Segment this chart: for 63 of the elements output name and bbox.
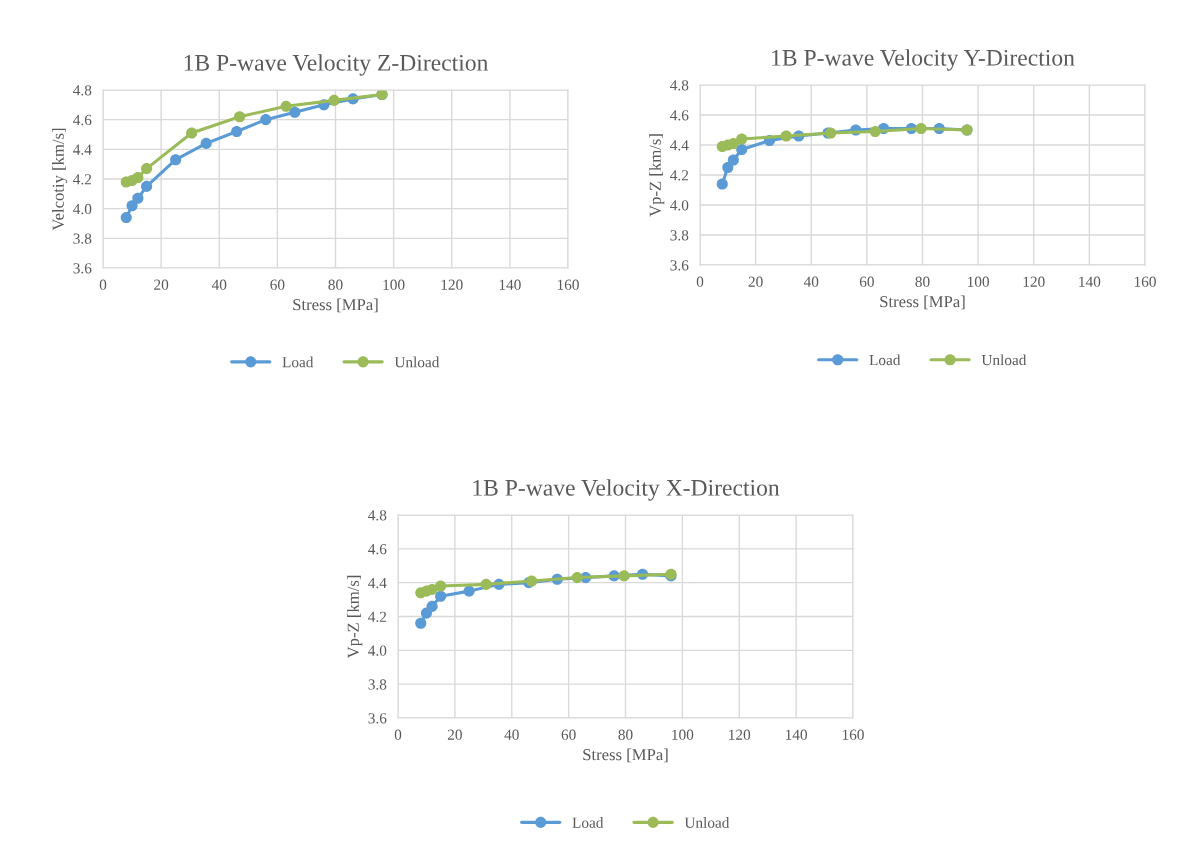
y-tick-label: 3.6 (670, 260, 689, 271)
y-tick-label: 4.6 (368, 544, 387, 555)
y-axis-title: Velcotiy [km/s] (52, 128, 68, 231)
x-tick-label: 40 (803, 276, 819, 287)
legend-label: Load (869, 354, 901, 366)
x-tick-label: 100 (672, 729, 694, 740)
x-tick-label: 100 (968, 276, 989, 287)
y-tick-label: 4.4 (368, 577, 387, 589)
x-tick-label: 160 (842, 729, 864, 740)
y-tick-label: 4.2 (73, 174, 92, 185)
y-tick-label: 4.2 (670, 170, 689, 181)
x-tick-label: 120 (729, 729, 751, 740)
chart-title: 1B P-wave Velocity Y-Direction (772, 49, 1075, 71)
x-tick-label: 40 (504, 729, 519, 740)
x-tick-label: 160 (1134, 276, 1156, 287)
chart-title: 1B P-wave Velocity X-Direction (473, 479, 780, 501)
y-tick-label: 4.8 (368, 510, 387, 521)
y-tick-label: 4.0 (670, 200, 689, 211)
y-tick-label: 3.8 (670, 230, 689, 241)
y-tick-label: 4.8 (73, 85, 92, 96)
x-tick-label: 100 (383, 279, 405, 290)
x-tick-label: 140 (499, 279, 521, 290)
x-axis-title: Stress [MPa] (880, 295, 965, 310)
x-tick-label: 160 (557, 279, 579, 290)
x-tick-label: 20 (447, 729, 462, 740)
x-tick-label: 0 (99, 279, 107, 290)
x-tick-label: 20 (154, 279, 169, 290)
y-tick-label: 4.6 (73, 114, 92, 126)
x-tick-label: 140 (1079, 276, 1101, 287)
x-tick-label: 140 (786, 729, 807, 740)
y-tick-label: 4.0 (368, 645, 387, 656)
y-tick-label: 4.4 (670, 140, 689, 151)
y-tick-label: 3.8 (73, 233, 92, 244)
x-tick-label: 60 (270, 279, 285, 290)
y-tick-label: 4.2 (368, 611, 387, 623)
y-axis-title: Vp-Z [km/s] (347, 575, 363, 659)
legend-label: Unload (981, 354, 1027, 366)
y-tick-label: 4.6 (670, 110, 689, 121)
y-tick-label: 4.0 (73, 203, 92, 215)
x-tick-label: 80 (915, 276, 930, 287)
x-tick-label: 40 (211, 279, 227, 290)
x-tick-label: 0 (696, 276, 704, 287)
x-tick-label: 60 (859, 276, 874, 287)
chart-title: 1B P-wave Velocity Z-Direction (184, 54, 489, 76)
y-tick-label: 3.6 (368, 713, 387, 724)
y-axis-title: Vp-Z [km/s] (649, 134, 665, 217)
x-tick-label: 80 (328, 279, 343, 290)
legend-label: Unload (394, 356, 440, 368)
y-tick-label: 4.8 (670, 80, 689, 91)
legend-label: Load (572, 817, 604, 828)
y-tick-label: 3.8 (368, 679, 387, 690)
x-tick-label: 120 (1023, 276, 1045, 287)
x-tick-label: 60 (561, 729, 576, 740)
legend-label: Unload (684, 817, 730, 828)
y-tick-label: 4.4 (73, 144, 92, 155)
x-axis-title: Stress [MPa] (583, 748, 668, 763)
legend-label: Load (282, 356, 314, 368)
x-tick-label: 20 (748, 276, 763, 287)
x-tick-label: 0 (394, 729, 402, 740)
x-tick-label: 120 (441, 279, 463, 290)
x-axis-title: Stress [MPa] (293, 298, 378, 313)
y-tick-label: 3.6 (73, 263, 92, 274)
x-tick-label: 80 (618, 729, 633, 740)
